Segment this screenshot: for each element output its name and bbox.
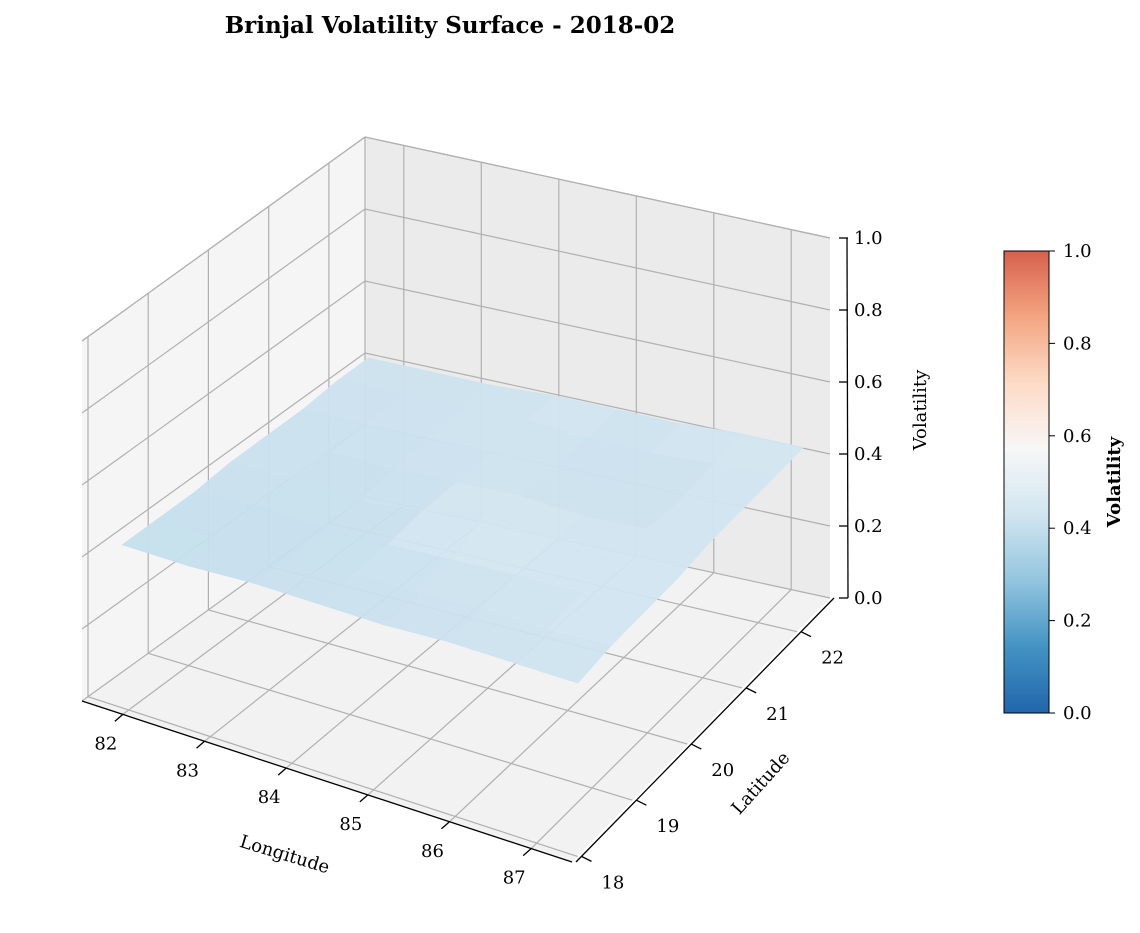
z-tick-label: 0.4 xyxy=(854,444,883,465)
x-tick-mark xyxy=(196,740,205,749)
y-tick-label: 22 xyxy=(821,648,844,669)
y-tick-mark xyxy=(800,631,812,638)
colorbar-tick-label: 1.0 xyxy=(1063,241,1092,262)
z-tick-label: 0.6 xyxy=(854,372,883,393)
x-tick-mark xyxy=(277,767,287,776)
colorbar-gradient xyxy=(1003,250,1050,714)
x-tick-mark xyxy=(441,821,450,830)
x-tick-label: 82 xyxy=(94,733,117,754)
x-axis-label: Longitude xyxy=(237,831,332,878)
x-tick-mark xyxy=(522,848,532,857)
x-tick-mark xyxy=(114,713,124,722)
z-tick-label: 0.2 xyxy=(854,516,883,537)
y-tick-mark xyxy=(745,687,757,694)
x-tick-label: 83 xyxy=(176,760,199,781)
z-axis-line xyxy=(846,237,849,599)
colorbar-tick-label: 0.4 xyxy=(1063,518,1092,539)
y-tick-mark xyxy=(636,799,647,806)
y-axis-label: Latitude xyxy=(727,748,794,819)
colorbar-tick-label: 0.0 xyxy=(1063,703,1092,724)
colorbar-tick-label: 0.6 xyxy=(1063,426,1092,447)
axis-lines xyxy=(81,237,849,863)
y-axis-line xyxy=(575,597,835,863)
x-tick-mark xyxy=(359,794,369,803)
colorbar: 0.0 0.2 0.4 0.6 0.8 1.0 Volatility xyxy=(1003,241,1125,724)
z-tick-label: 0.0 xyxy=(854,588,883,609)
y-tick-label: 19 xyxy=(656,816,679,837)
y-tick-mark xyxy=(690,743,702,750)
volatility-surface xyxy=(121,357,805,684)
colorbar-label: Volatility xyxy=(1104,436,1125,528)
z-axis-label: Volatility xyxy=(910,369,931,451)
side-pane xyxy=(82,137,365,701)
colorbar-tick-label: 0.2 xyxy=(1063,611,1092,632)
y-tick-label: 18 xyxy=(601,872,624,893)
y-tick-mark xyxy=(581,855,592,862)
colorbar-tick-label: 0.8 xyxy=(1063,333,1092,354)
colorbar-ticks: 0.0 0.2 0.4 0.6 0.8 1.0 xyxy=(1049,241,1092,724)
x-tick-label: 84 xyxy=(258,787,281,808)
x-tick-label: 85 xyxy=(339,814,362,835)
z-tick-label: 1.0 xyxy=(854,228,883,249)
chart-title: Brinjal Volatility Surface - 2018-02 xyxy=(225,12,676,39)
y-tick-label: 21 xyxy=(766,704,789,725)
axis-ticks: 82 83 84 85 86 87 18 19 20 21 22 0.0 0.2 0.4 0.6 0.8 1.0 xyxy=(94,228,882,893)
y-tick-label: 20 xyxy=(711,760,734,781)
surface-patch xyxy=(512,629,612,684)
x-axis-line xyxy=(81,700,573,863)
x-tick-label: 86 xyxy=(421,841,444,862)
x-tick-label: 87 xyxy=(503,868,526,889)
z-tick-label: 0.8 xyxy=(854,300,883,321)
